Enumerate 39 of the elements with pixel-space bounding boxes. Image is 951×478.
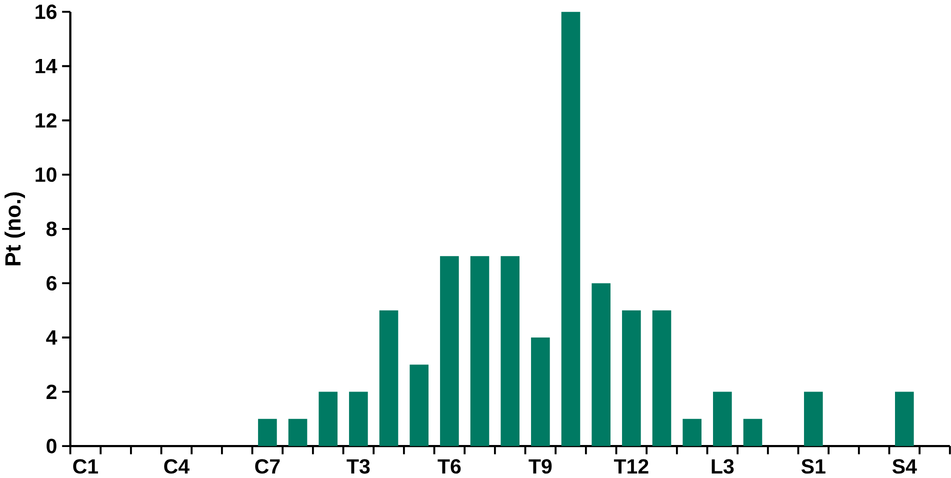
bar: [258, 418, 277, 446]
bar: [531, 337, 550, 446]
bar: [592, 283, 610, 446]
bar: [713, 392, 732, 446]
bar: [804, 392, 823, 446]
bar: [895, 392, 914, 446]
y-tick-label: 12: [36, 113, 56, 128]
x-tick-label: C4: [164, 458, 190, 474]
bar: [682, 418, 702, 446]
bar: [561, 12, 580, 446]
x-tick-label: S1: [801, 458, 826, 474]
y-tick-label: 14: [36, 58, 58, 74]
x-tick-label: S4: [892, 458, 917, 474]
x-tick-label: T3: [346, 458, 370, 474]
bar: [288, 418, 308, 446]
bar: [410, 364, 429, 446]
bar: [318, 392, 338, 446]
y-tick-label: 4: [46, 330, 58, 344]
bar: [349, 392, 368, 446]
y-tick-label: 2: [46, 384, 56, 399]
x-tick-label: T12: [614, 458, 648, 474]
y-tick-label: 8: [46, 222, 57, 236]
y-tick-label: 0: [46, 438, 56, 454]
bar: [622, 310, 641, 446]
y-tick-label: 10: [36, 167, 56, 182]
x-tick-label: T9: [528, 458, 552, 474]
bar: [440, 256, 459, 446]
y-axis-title: Pt (no.): [4, 192, 26, 266]
bar: [743, 418, 762, 446]
y-tick-label: 16: [36, 4, 56, 19]
x-tick-label: C7: [255, 458, 280, 474]
bar: [652, 310, 672, 446]
x-tick-label: L3: [712, 458, 734, 474]
bar: [470, 256, 490, 446]
x-tick-label: C1: [73, 458, 98, 474]
bar: [500, 256, 520, 446]
bar: [379, 310, 398, 446]
x-tick-label: T6: [438, 458, 461, 474]
y-tick-label: 6: [46, 276, 56, 290]
